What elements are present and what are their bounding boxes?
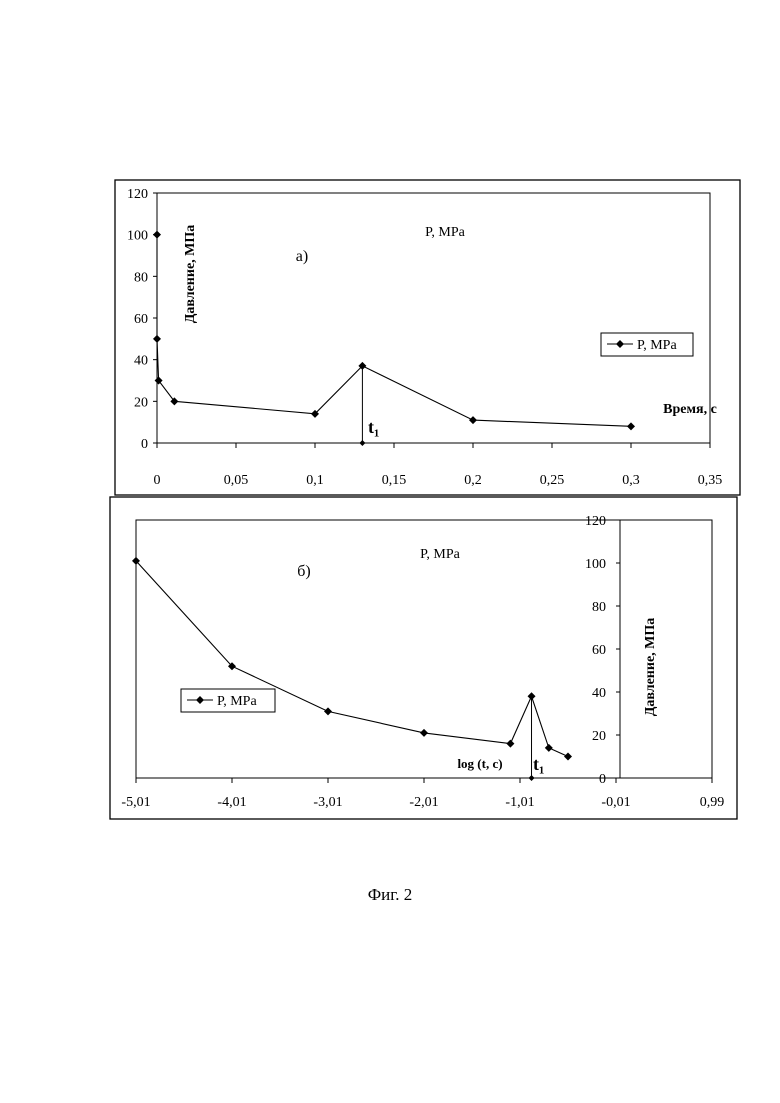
chart-b-title: P, MPa — [420, 547, 460, 562]
y-tick-label: 60 — [134, 312, 148, 327]
y-tick-label: 120 — [127, 187, 148, 202]
chart-b-t1-label: t₁ — [533, 754, 544, 774]
data-point — [153, 231, 161, 239]
y-tick-label: 100 — [585, 557, 606, 572]
data-point — [420, 729, 428, 737]
y-tick-label: 120 — [585, 514, 606, 529]
chart-a: 0 20 40 60 80 100 120 0 0,05 0,1 0,15 0,2 0,25 0,3 0,… — [115, 180, 740, 495]
figure-caption: Фиг. 2 — [0, 885, 780, 905]
y-tick-label: 60 — [592, 643, 606, 658]
y-tick-label: 80 — [592, 600, 606, 615]
chart-a-legend: P, MPa — [601, 333, 693, 356]
chart-b-y-ticks: 0 20 40 60 80 100 120 — [585, 514, 620, 787]
chart-a-legend-label: P, MPa — [637, 338, 677, 353]
x-tick-label: 0,99 — [700, 795, 725, 810]
chart-b-series — [132, 557, 572, 761]
y-tick-label: 40 — [592, 686, 606, 701]
data-point — [528, 692, 536, 700]
chart-b-ylabel: Давление, МПа — [643, 618, 658, 717]
x-tick-label: 0,05 — [224, 473, 249, 488]
chart-a-title: P, MPa — [425, 225, 465, 240]
chart-a-series — [153, 231, 635, 431]
x-tick-label: -2,01 — [409, 795, 438, 810]
y-tick-label: 40 — [134, 354, 148, 369]
chart-b-x-ticks: -5,01 -4,01 -3,01 -2,01 -1,01 -0,01 0,99 — [121, 778, 724, 810]
t1-marker-point — [359, 440, 365, 446]
chart-b-legend-label: P, MPa — [217, 694, 257, 709]
data-point — [506, 740, 514, 748]
data-point — [324, 707, 332, 715]
chart-a-marker-line — [359, 366, 365, 446]
chart-b-panel-label: б) — [297, 563, 310, 580]
series-line — [157, 235, 631, 427]
chart-b-xlabel: log (t, c) — [457, 756, 502, 771]
data-point — [564, 753, 572, 761]
x-tick-label: 0,25 — [540, 473, 565, 488]
data-point — [170, 397, 178, 405]
data-point — [627, 422, 635, 430]
y-tick-label: 20 — [134, 395, 148, 410]
y-tick-label: 100 — [127, 229, 148, 244]
x-tick-label: -5,01 — [121, 795, 150, 810]
x-tick-label: -4,01 — [217, 795, 246, 810]
x-tick-label: 0,3 — [622, 473, 640, 488]
chart-b: 0 20 40 60 80 100 120 -5,01 -4,01 -3,01 -2,01 -1,0… — [110, 497, 737, 819]
chart-a-t1-label: t₁ — [368, 417, 379, 437]
x-tick-label: 0 — [154, 473, 161, 488]
x-tick-label: 0,2 — [464, 473, 482, 488]
data-point — [469, 416, 477, 424]
x-tick-label: -0,01 — [601, 795, 630, 810]
y-tick-label: 0 — [141, 437, 148, 452]
chart-a-panel-label: а) — [296, 248, 308, 265]
chart-a-y-ticks: 0 20 40 60 80 100 120 — [127, 187, 157, 452]
x-tick-label: -1,01 — [505, 795, 534, 810]
t1-marker-point — [529, 775, 535, 781]
y-tick-label: 80 — [134, 270, 148, 285]
x-tick-label: 0,15 — [382, 473, 407, 488]
chart-b-legend: P, MPa — [181, 689, 275, 712]
series-line — [136, 561, 568, 757]
chart-a-xlabel: Время, с — [663, 402, 717, 417]
data-point — [545, 744, 553, 752]
chart-a-ylabel: Давление, МПа — [183, 225, 198, 324]
x-tick-label: 0,35 — [698, 473, 723, 488]
data-point — [153, 335, 161, 343]
y-tick-label: 20 — [592, 729, 606, 744]
chart-a-x-ticks: 0 0,05 0,1 0,15 0,2 0,25 0,3 0,35 — [154, 443, 723, 488]
y-tick-label: 0 — [599, 772, 606, 787]
x-tick-label: 0,1 — [306, 473, 324, 488]
x-tick-label: -3,01 — [313, 795, 342, 810]
